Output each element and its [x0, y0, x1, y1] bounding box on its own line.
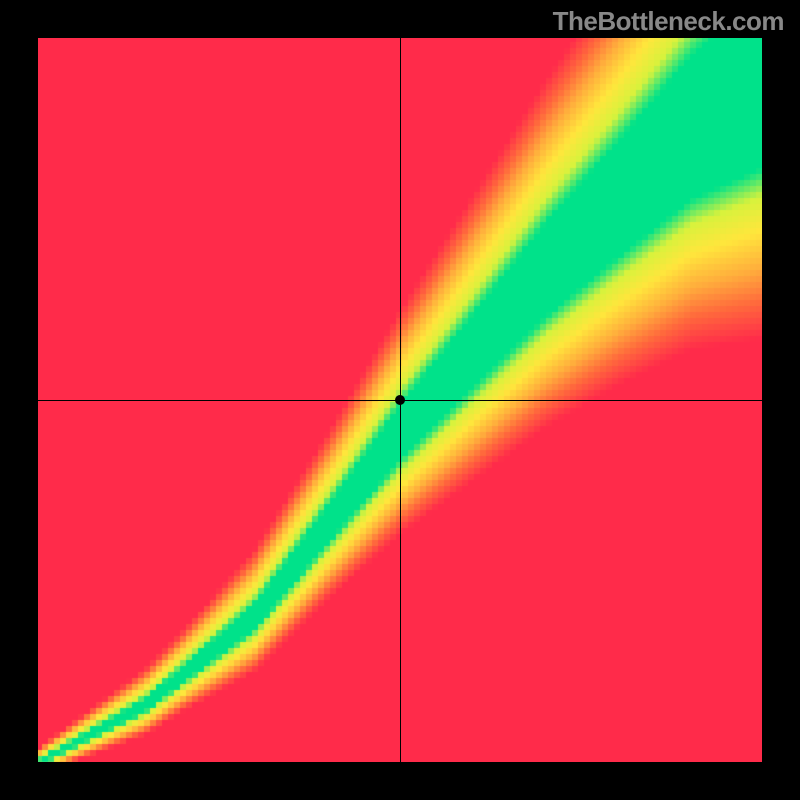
- crosshair-center-dot: [395, 395, 405, 405]
- watermark-text: TheBottleneck.com: [553, 6, 784, 37]
- heatmap-plot: [36, 36, 764, 764]
